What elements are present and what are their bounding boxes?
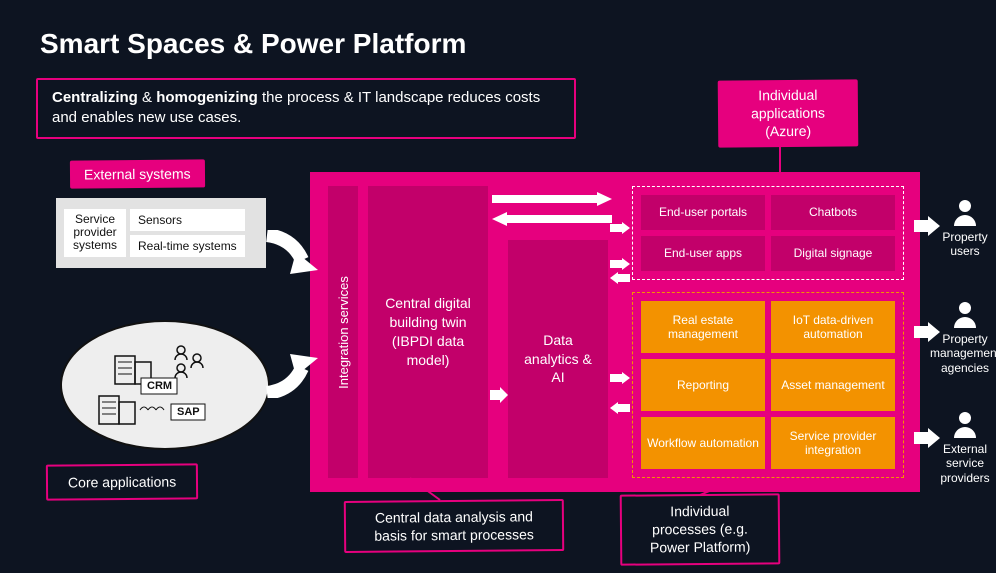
proc-cell-workflow-automation: Workflow automation [641, 417, 765, 469]
integration-services-col: Integration services [328, 186, 358, 478]
persona-p3-l2: service [946, 456, 984, 470]
arrow-ai-apps-right-2 [610, 258, 630, 270]
callout-indiv-proc-l3: Power Platform) [650, 539, 750, 556]
arrow-proc-ai-left [610, 402, 630, 414]
oval-sap-label: SAP [177, 406, 200, 418]
callout-indiv-apps-l3: (Azure) [765, 123, 811, 139]
proc-cell-iot-automation: IoT data-driven automation [771, 301, 895, 353]
persona-p1-l1: Property [942, 230, 987, 244]
digital-twin-col: Central digital building twin (IBPDI dat… [368, 186, 488, 478]
callout-indiv-apps-l2: applications [751, 105, 825, 122]
subtitle-bold-2: homogenizing [156, 89, 258, 106]
callout-indiv-proc-l2: processes (e.g. [652, 521, 748, 538]
arrow-ai-apps-right [610, 222, 630, 234]
persona-p1-l2: users [950, 244, 979, 258]
arrow-core-to-integration [262, 348, 318, 398]
ext-chip-realtime: Real-time systems [130, 235, 245, 257]
callout-indiv-apps-l1: Individual [758, 87, 817, 104]
subtitle-text: Centralizing & homogenizing the process … [52, 88, 560, 129]
data-analytics-ai-col: Data analytics & AI [508, 240, 608, 478]
individual-apps-group: End-user portals Chatbots End-user apps … [632, 186, 904, 280]
app-cell-end-user-apps: End-user apps [641, 236, 765, 271]
arrow-apps-ai-left [610, 272, 630, 284]
proc-cell-reporting: Reporting [641, 359, 765, 411]
subtitle-bold-1: Centralizing [52, 89, 138, 106]
person-icon [952, 410, 978, 438]
arrow-twin-ai-left [492, 212, 612, 226]
individual-processes-group: Real estate management IoT data-driven a… [632, 292, 904, 478]
ext-chip-svc-l2: provider [73, 225, 116, 239]
persona-property-users: Propertyusers [930, 198, 996, 259]
arrow-ai-proc-right [610, 372, 630, 384]
core-apps-oval: CRM SAP [60, 320, 270, 450]
oval-crm-label: CRM [147, 380, 172, 392]
subtitle-box: Centralizing & homogenizing the process … [36, 78, 576, 139]
app-cell-end-user-portals: End-user portals [641, 195, 765, 230]
integration-services-label: Integration services [336, 276, 351, 389]
callout-central-analysis: Central data analysis and basis for smar… [344, 499, 564, 553]
subtitle-amp: & [138, 89, 156, 106]
persona-p2-l1: Property [942, 332, 987, 346]
data-analytics-ai-label: Data analytics & AI [518, 331, 598, 388]
persona-p2-l3: agencies [941, 361, 989, 375]
app-cell-digital-signage: Digital signage [771, 236, 895, 271]
callout-core-apps: Core applications [46, 463, 198, 500]
callout-individual-apps: Individual applications (Azure) [718, 79, 859, 147]
page-title: Smart Spaces & Power Platform [40, 28, 466, 60]
ext-chip-svc-l3: systems [73, 238, 117, 252]
callout-external-systems: External systems [70, 159, 205, 188]
app-cell-chatbots: Chatbots [771, 195, 895, 230]
ext-chip-service-provider-systems: Service provider systems [64, 209, 126, 257]
arrow-twin-to-ai-mid [490, 387, 508, 403]
person-icon [952, 300, 978, 328]
persona-p3-l3: providers [940, 471, 989, 485]
persona-pm-agencies: Propertymanagementagencies [926, 300, 996, 375]
ext-chip-sensors: Sensors [130, 209, 245, 231]
digital-twin-label: Central digital building twin (IBPDI dat… [378, 294, 478, 370]
persona-p2-l2: management [930, 346, 996, 360]
proc-cell-real-estate: Real estate management [641, 301, 765, 353]
callout-indiv-proc-l1: Individual [670, 503, 729, 520]
callout-central-analysis-l1: Central data analysis and [375, 508, 533, 525]
person-icon [952, 198, 978, 226]
ext-chip-svc-l1: Service [75, 212, 115, 226]
callout-individual-processes: Individual processes (e.g. Power Platfor… [620, 493, 781, 565]
arrow-twin-ai-right [492, 192, 612, 206]
external-systems-card: Service provider systems Sensors Real-ti… [56, 198, 266, 268]
arrow-ext-to-integration [262, 230, 318, 280]
core-apps-inner: CRM SAP [85, 338, 245, 433]
proc-cell-asset-mgmt: Asset management [771, 359, 895, 411]
callout-central-analysis-l2: basis for smart processes [374, 526, 534, 543]
persona-p3-l1: External [943, 442, 987, 456]
platform-container: Integration services Central digital bui… [310, 172, 920, 492]
persona-external-providers: Externalserviceproviders [930, 410, 996, 485]
proc-cell-service-provider-integration: Service provider integration [771, 417, 895, 469]
